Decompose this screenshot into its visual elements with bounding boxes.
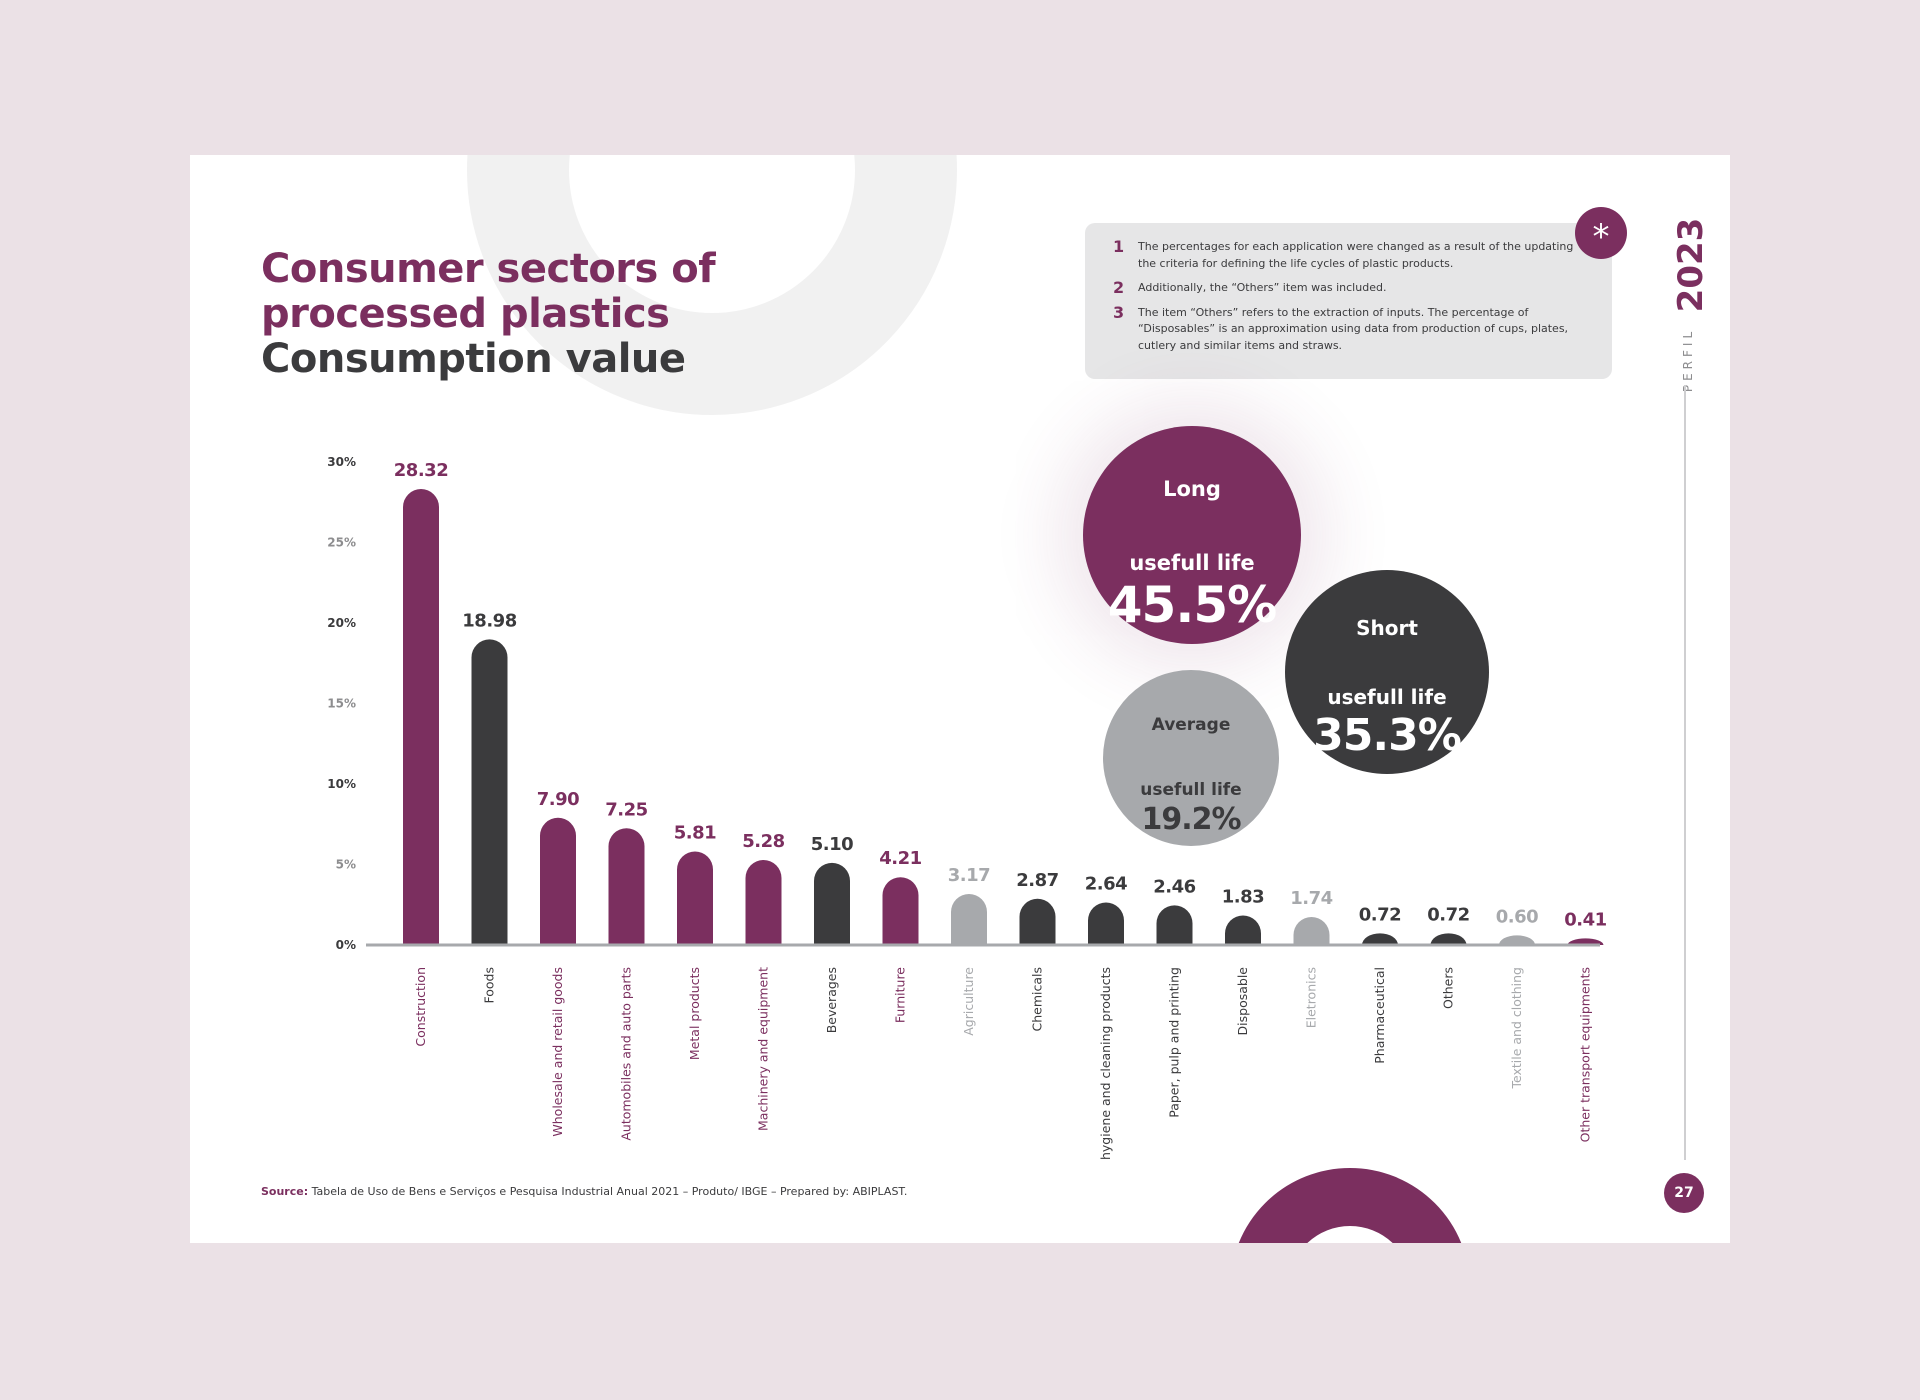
bar [814, 862, 850, 945]
note-2: 2 Additionally, the “Others” item was inc… [1113, 278, 1592, 297]
bar [1293, 916, 1330, 945]
data-label: 2.87 [1016, 870, 1058, 891]
bar [1156, 905, 1193, 945]
note-text: The item “Others” refers to the extracti… [1138, 305, 1569, 352]
data-label: 5.28 [742, 831, 784, 852]
data-label: 7.90 [537, 789, 579, 810]
bubble-value: 35.3% [1313, 710, 1462, 761]
bar [951, 893, 987, 945]
asterisk-icon: * [1575, 207, 1627, 259]
data-label: 1.74 [1290, 888, 1332, 909]
note-text: Additionally, the “Others” item was incl… [1138, 281, 1387, 294]
bubble-label: Short [1356, 616, 1418, 640]
bar [1567, 938, 1604, 945]
bar [1362, 933, 1398, 945]
data-label: 0.60 [1496, 906, 1538, 927]
bubble-label: usefull life [1327, 685, 1447, 709]
bar [403, 489, 439, 945]
page-title: Consumer sectors of processed plastics C… [261, 246, 716, 382]
x-tick-label: Metal products [687, 967, 702, 1060]
note-3: 3 The item “Others” refers to the extract… [1113, 302, 1592, 355]
x-tick-label: Wholesale and retail goods [550, 967, 565, 1137]
x-tick-label: Machinery and equipment [756, 967, 771, 1131]
x-tick-label: Eletronics [1304, 967, 1319, 1028]
data-label: 0.72 [1427, 904, 1469, 925]
data-label: 3.17 [948, 865, 990, 886]
bubble-label: usefull life [1129, 551, 1255, 576]
note-number: 2 [1113, 278, 1125, 297]
note-number: 1 [1113, 237, 1125, 256]
data-label: 5.10 [811, 834, 853, 855]
y-tick-label: 5% [336, 858, 356, 872]
bubble-label: Average [1151, 715, 1231, 735]
bar [1088, 902, 1124, 945]
bar [745, 859, 782, 945]
y-tick-label: 10% [327, 777, 356, 791]
bar [1225, 915, 1261, 945]
bar [1019, 898, 1056, 945]
bubble-label: Long [1163, 477, 1221, 501]
data-label: 0.72 [1359, 904, 1401, 925]
title-line-2: processed plastics [261, 291, 670, 337]
title-line-1: Consumer sectors of [261, 246, 716, 292]
note-number: 3 [1113, 302, 1125, 322]
x-tick-label: Pharmaceutical [1372, 967, 1387, 1064]
bar [882, 877, 919, 945]
data-label: 2.46 [1153, 876, 1195, 897]
bar [1430, 933, 1467, 945]
bar-chart: 0% 5% 10% 15% 20% 25% 30% 28.32 Construction 18.9… [327, 455, 1607, 1160]
y-tick-label: 20% [327, 616, 356, 630]
y-tick-label: 0% [336, 938, 356, 952]
source-note: Source: Tabela de Uso de Bens e Serviços… [261, 1185, 907, 1198]
source-label: Source: [261, 1185, 309, 1198]
bar [1499, 935, 1535, 945]
x-tick-label: Construction [413, 967, 428, 1047]
y-tick-label: 25% [327, 536, 356, 550]
x-tick-label: Textile and clothing [1509, 967, 1524, 1090]
data-label: 7.25 [605, 799, 647, 820]
bubble-long-useful-life: Long usefull life 45.5% [1083, 426, 1301, 644]
x-tick-label: Disposable [1235, 967, 1250, 1036]
sidebar-divider [1684, 385, 1686, 1160]
x-tick-label: hygiene and cleaning products [1098, 967, 1113, 1160]
source-text: Tabela de Uso de Bens e Serviços e Pesqu… [308, 1185, 908, 1198]
x-tick-label: Beverages [824, 967, 839, 1033]
note-text: The percentages for each application wer… [1138, 240, 1574, 270]
data-label: 5.81 [674, 822, 716, 843]
data-label: 18.98 [462, 610, 516, 631]
x-tick-label: Others [1441, 967, 1456, 1009]
x-tick-label: Furniture [893, 967, 908, 1023]
page-number: 27 [1664, 1173, 1704, 1213]
x-tick-label: Other transport equipments [1578, 967, 1593, 1142]
x-tick-label: Automobiles and auto parts [619, 967, 634, 1141]
data-label: 4.21 [879, 848, 921, 869]
bubble-value: 19.2% [1141, 801, 1241, 837]
bar [677, 851, 713, 945]
bubble-value: 45.5% [1107, 576, 1277, 635]
data-label: 0.41 [1564, 909, 1606, 930]
title-line-3: Consumption value [261, 336, 686, 382]
bar [540, 817, 576, 945]
notes-box: 1 The percentages for each application we… [1085, 223, 1612, 379]
bubble-short-useful-life: Short usefull life 35.3% [1285, 570, 1489, 774]
bubble-average-useful-life: Average usefull life 19.2% [1103, 670, 1279, 846]
x-tick-label: Paper, pulp and printing [1167, 967, 1182, 1118]
y-tick-label: 15% [327, 697, 356, 711]
data-label: 1.83 [1222, 887, 1264, 908]
page: Consumer sectors of processed plastics C… [190, 155, 1730, 1243]
bubble-label: usefull life [1140, 779, 1242, 800]
bar [608, 828, 645, 945]
y-tick-label: 30% [327, 455, 356, 469]
note-1: 1 The percentages for each application we… [1113, 237, 1592, 272]
x-tick-label: Foods [482, 967, 497, 1004]
data-label: 2.64 [1085, 873, 1127, 894]
x-tick-label: Chemicals [1030, 967, 1045, 1032]
bar [471, 639, 508, 945]
x-tick-label: Agriculture [961, 967, 976, 1036]
data-label: 28.32 [394, 460, 448, 481]
